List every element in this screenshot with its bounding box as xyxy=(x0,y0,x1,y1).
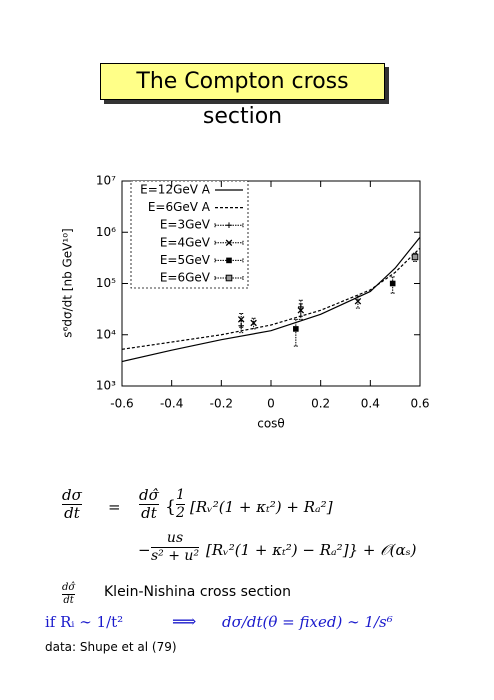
fraction: us s² + u² xyxy=(151,530,200,565)
marker xyxy=(293,326,299,332)
equals: = xyxy=(108,498,121,516)
source: data: Shupe et al (79) xyxy=(45,640,177,654)
error-bar xyxy=(298,303,303,320)
legend-label: E=6GeV A xyxy=(148,200,211,214)
minus: − xyxy=(138,541,151,559)
chart: cosθ s⁶dσ/dt [nb GeV¹⁰] 10³ 10⁴ 10⁵ 10⁶ 10⁷ -… xyxy=(61,174,430,431)
legend-label: E=5GeV xyxy=(160,253,211,267)
x-tick-label: -0.2 xyxy=(210,397,233,411)
fraction: dσ dt xyxy=(62,487,82,522)
y-axis-label: s⁶dσ/dt [nb GeV¹⁰] xyxy=(61,228,75,337)
denominator: s² + u² xyxy=(151,548,200,564)
x-tick-label: 0.6 xyxy=(410,397,429,411)
denominator: dt xyxy=(64,504,80,522)
numerator: dσ xyxy=(62,486,82,505)
scaling-result: dσ/dt(θ = fixed) ∼ 1/s⁶ xyxy=(222,613,393,631)
y-tick-label: 10⁷ xyxy=(96,174,116,188)
denominator: 2 xyxy=(176,505,185,521)
x-tick-label: -0.6 xyxy=(110,397,133,411)
y-tick-label: 10³ xyxy=(96,379,116,393)
x-tick-label: 0.4 xyxy=(361,397,380,411)
fraction: dσ̂ dt xyxy=(139,487,159,522)
numerator: us xyxy=(151,530,200,548)
numerator: 1 xyxy=(176,487,185,505)
legend-marker xyxy=(225,239,233,247)
marker xyxy=(389,280,396,287)
numerator: dσ̂ xyxy=(62,582,76,595)
x-axis-label: cosθ xyxy=(257,417,285,431)
arrow: ⟹ xyxy=(172,612,197,632)
legend-label: E=3GeV xyxy=(160,218,211,232)
legend-label: E=4GeV xyxy=(160,235,211,249)
denominator: dt xyxy=(63,595,74,606)
brace: { xyxy=(165,497,176,517)
line xyxy=(121,247,421,350)
legend-marker xyxy=(226,222,232,228)
formula-term: [Rᵥ²(1 + κₜ²) + Rₐ²] xyxy=(190,498,333,516)
numerator: dσ̂ xyxy=(139,486,159,505)
marker xyxy=(250,319,257,327)
marker xyxy=(237,316,245,323)
legend-marker xyxy=(226,257,232,264)
x-tick-label: -0.4 xyxy=(160,397,183,411)
slide-title: The Compton cross section xyxy=(100,63,385,129)
marker xyxy=(297,307,305,314)
marker xyxy=(354,298,362,305)
x-tick-label: 0 xyxy=(267,397,275,411)
formula-term: [Rᵥ²(1 + κₜ²) − Rₐ²]} + 𝒪(αₛ) xyxy=(206,541,417,559)
y-tick-label: 10⁴ xyxy=(96,327,116,341)
fraction: dσ̂ dt xyxy=(62,582,76,607)
y-tick-label: 10⁵ xyxy=(96,276,116,290)
error-bar xyxy=(239,312,244,328)
legend-marker xyxy=(225,274,233,282)
legend-label: E=12GeV A xyxy=(140,183,211,197)
y-tick-label: 10⁶ xyxy=(96,225,116,239)
legend-box xyxy=(130,180,249,289)
kn-text: Klein-Nishina cross section xyxy=(104,584,291,600)
marker xyxy=(411,253,419,261)
scaling-condition: if Rᵢ ∼ 1/t² xyxy=(45,613,124,631)
legend-label: E=6GeV xyxy=(160,271,211,285)
denominator: dt xyxy=(141,504,157,522)
x-tick-label: 0.2 xyxy=(311,397,330,411)
error-bar xyxy=(293,318,298,347)
